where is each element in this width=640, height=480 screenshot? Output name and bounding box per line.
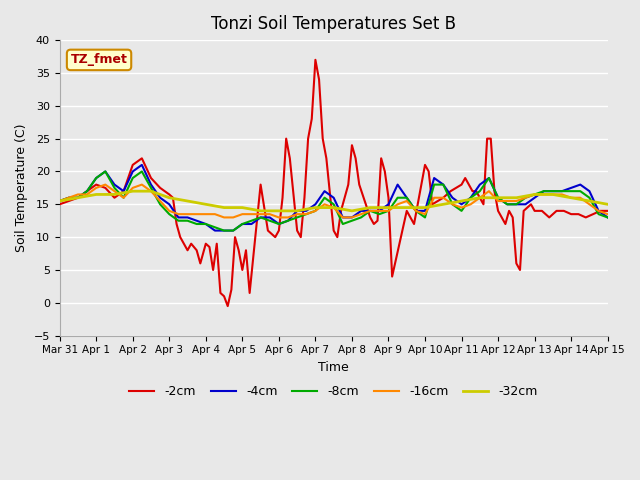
Title: Tonzi Soil Temperatures Set B: Tonzi Soil Temperatures Set B: [211, 15, 456, 33]
Legend: -2cm, -4cm, -8cm, -16cm, -32cm: -2cm, -4cm, -8cm, -16cm, -32cm: [125, 380, 543, 403]
Text: TZ_fmet: TZ_fmet: [70, 53, 127, 66]
Y-axis label: Soil Temperature (C): Soil Temperature (C): [15, 124, 28, 252]
X-axis label: Time: Time: [318, 361, 349, 374]
